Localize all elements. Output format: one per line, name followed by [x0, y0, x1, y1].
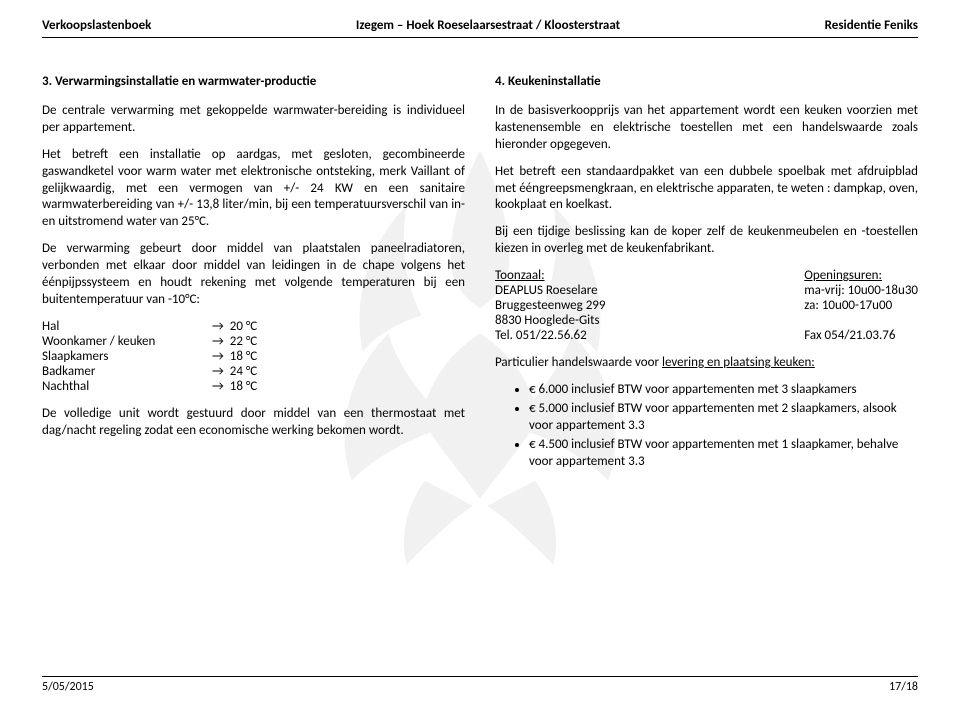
price-intro: Particulier handelswaarde voor levering … [495, 355, 918, 372]
page-footer: 5/05/2015 17/18 [42, 676, 918, 694]
arrow-icon: → [212, 319, 224, 334]
temperature-table: Hal → 20 °C Woonkamer / keuken → 22 °C S… [42, 319, 465, 394]
left-column: 3. Verwarmingsinstallatie en warmwater-p… [42, 74, 465, 472]
right-p3: Bij een tijdige beslissing kan de koper … [495, 224, 918, 258]
temp-label: Slaapkamers [42, 349, 212, 364]
arrow-icon: → [212, 364, 224, 379]
dealer-city: 8830 Hooglede-Gits [495, 313, 605, 328]
content-columns: 3. Verwarmingsinstallatie en warmwater-p… [42, 74, 918, 472]
dealer-tel: Tel. 051/22.56.62 [495, 328, 605, 343]
price-bullets: € 6.000 inclusief BTW voor appartementen… [495, 382, 918, 470]
toonzaal-label: Toonzaal: [495, 268, 545, 283]
bullet-item: € 5.000 inclusief BTW voor appartementen… [529, 401, 918, 435]
dealer-street: Bruggesteenweg 299 [495, 298, 605, 313]
showroom-info: Toonzaal: DEAPLUS Roeselare Bruggesteenw… [495, 268, 918, 343]
right-p1: In de basisverkoopprijs van het appartem… [495, 103, 918, 154]
left-p1: De centrale verwarming met gekoppelde wa… [42, 103, 465, 137]
dealer-fax: Fax 054/21.03.76 [804, 328, 918, 343]
temp-value: 18 °C [230, 379, 257, 394]
section-3-title: 3. Verwarmingsinstallatie en warmwater-p… [42, 74, 465, 89]
section-4-title: 4. Keukeninstallatie [495, 74, 918, 89]
temp-value: 24 °C [230, 364, 257, 379]
page-header: Verkoopslastenboek Izegem – Hoek Roesela… [42, 18, 918, 38]
temp-row: Nachthal → 18 °C [42, 379, 465, 394]
temp-label: Badkamer [42, 364, 212, 379]
left-p4: De volledige unit wordt gestuurd door mi… [42, 406, 465, 440]
temp-label: Woonkamer / keuken [42, 334, 212, 349]
arrow-icon: → [212, 379, 224, 394]
hours-saturday: za: 10u00-17u00 [804, 298, 918, 313]
arrow-icon: → [212, 349, 224, 364]
temp-row: Slaapkamers → 18 °C [42, 349, 465, 364]
temp-row: Hal → 20 °C [42, 319, 465, 334]
temp-label: Hal [42, 319, 212, 334]
footer-date: 5/05/2015 [42, 680, 94, 694]
temp-value: 20 °C [230, 319, 257, 334]
right-column: 4. Keukeninstallatie In de basisverkoopp… [495, 74, 918, 472]
hours-weekday: ma-vrij: 10u00-18u30 [804, 283, 918, 298]
temp-row: Woonkamer / keuken → 22 °C [42, 334, 465, 349]
temp-value: 18 °C [230, 349, 257, 364]
dealer-name: DEAPLUS Roeselare [495, 283, 605, 298]
header-right: Residentie Feniks [825, 18, 918, 33]
footer-page: 17/18 [889, 680, 918, 694]
left-p2: Het betreft een installatie op aardgas, … [42, 147, 465, 231]
right-p2: Het betreft een standaardpakket van een … [495, 164, 918, 215]
temp-row: Badkamer → 24 °C [42, 364, 465, 379]
header-center: Izegem – Hoek Roeselaarsestraat / Kloost… [356, 18, 620, 33]
bullet-item: € 6.000 inclusief BTW voor appartementen… [529, 382, 918, 399]
left-p3: De verwarming gebeurt door middel van pl… [42, 241, 465, 309]
temp-value: 22 °C [230, 334, 257, 349]
opening-label: Openingsuren: [804, 268, 882, 283]
bullet-item: € 4.500 inclusief BTW voor appartementen… [529, 437, 918, 471]
arrow-icon: → [212, 334, 224, 349]
temp-label: Nachthal [42, 379, 212, 394]
header-left: Verkoopslastenboek [42, 18, 151, 33]
